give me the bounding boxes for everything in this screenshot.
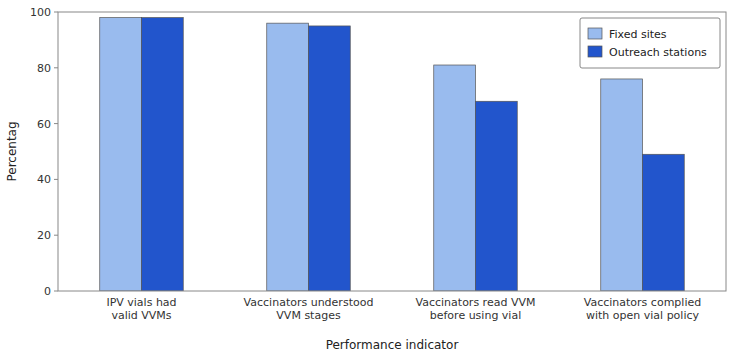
y-tick: [54, 235, 58, 236]
x-tick-label: Vaccinators read VVMbefore using vial: [416, 296, 536, 322]
y-tick-label: 0: [44, 285, 51, 298]
y-tick: [54, 67, 58, 68]
bar: [434, 65, 476, 291]
legend-swatch: [588, 28, 602, 39]
x-tick-label: IPV vials hadvalid VVMs: [106, 296, 176, 322]
legend-box: [580, 18, 720, 68]
y-tick-label: 60: [37, 118, 51, 131]
bar: [476, 101, 518, 291]
y-tick-label: 100: [30, 6, 51, 19]
y-tick-label: 40: [37, 173, 51, 186]
legend: Fixed sites Outreach stations: [580, 18, 720, 68]
x-axis-label: Performance indicator: [326, 338, 459, 352]
legend-label: Fixed sites: [609, 28, 667, 41]
x-tick-label: Vaccinators compliedwith open vial polic…: [584, 296, 701, 322]
x-tick-label: Vaccinators understoodVVM stages: [244, 296, 374, 322]
legend-swatch: [588, 46, 602, 57]
bar: [601, 79, 643, 291]
y-tick-label: 80: [37, 62, 51, 75]
bar: [142, 18, 184, 291]
bar: [267, 23, 309, 291]
bar: [309, 26, 351, 291]
legend-label: Outreach stations: [609, 46, 707, 59]
y-tick: [54, 291, 58, 292]
bar: [100, 18, 142, 291]
bar: [643, 154, 685, 291]
y-tick: [54, 179, 58, 180]
chart: 0 20 40 60 80 100 IPV vials hadvalid VVMs Vacci…: [0, 0, 738, 357]
y-tick-label: 20: [37, 229, 51, 242]
y-axis-label: Percentag: [5, 121, 19, 181]
y-tick: [54, 123, 58, 124]
plot-frame: [58, 12, 726, 291]
y-tick: [54, 12, 58, 13]
